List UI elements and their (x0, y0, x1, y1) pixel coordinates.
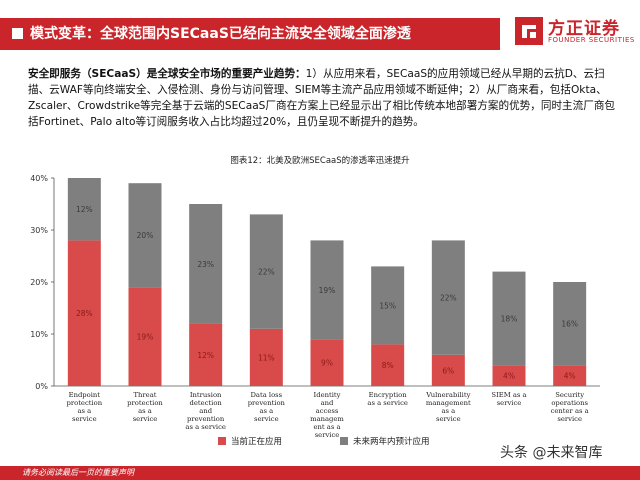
legend-current-swatch (218, 437, 226, 445)
bar-future-segment (249, 214, 283, 329)
x-category-label: Vulnerability management as a service (425, 391, 471, 423)
logo-english-text: FOUNDER SECURITIES (548, 36, 635, 44)
bar-current-label: 28% (76, 309, 93, 318)
bar-future-label: 23% (197, 260, 214, 269)
bar-current-label: 4% (564, 372, 576, 381)
bar-current-segment (189, 323, 223, 386)
bar-future-segment (492, 271, 526, 366)
bar-future-label: 12% (76, 205, 93, 214)
x-category-label: Security operations center as a service (551, 391, 589, 423)
legend-current-label: 当前正在应用 (231, 436, 282, 447)
y-tick-label: 0% (35, 382, 48, 391)
bar-future-segment (431, 240, 465, 355)
bar-current-label: 19% (137, 333, 154, 342)
legend-future-label: 未来两年内预计应用 (353, 436, 430, 447)
bar-current-segment (310, 339, 344, 386)
x-category-label: Threat protection as a service (127, 391, 163, 423)
stacked-bar-chart: 0% 10% 20% 30% 40% 28% 12% Endpoint protection as… (30, 174, 600, 447)
bar-future-label: 18% (501, 314, 518, 323)
bar-future-label: 20% (137, 231, 154, 240)
bar-current-label: 6% (442, 366, 454, 375)
x-category-label: Intrusion detection and prevention as a serv… (185, 391, 226, 431)
bar-future-segment (128, 183, 162, 288)
bar-current-segment (431, 354, 465, 386)
bar-current-segment (492, 365, 526, 386)
bar-future-label: 22% (440, 294, 457, 303)
y-tick-label: 40% (30, 174, 48, 183)
watermark-text: 头条 @未来智库 (500, 442, 603, 462)
title-bar: 模式变革：全球范围内SECaaS已经向主流安全领域全面渗透 (0, 18, 500, 50)
page-header: 模式变革：全球范围内SECaaS已经向主流安全领域全面渗透 方正证券 FOUND… (0, 0, 640, 72)
bar-current-segment (128, 287, 162, 386)
y-tick-label: 20% (30, 278, 48, 287)
bar-future-segment (371, 266, 405, 345)
summary-body: 1）从应用来看，SECaaS的应用领域已经从早期的云抗D、云扫描、云WAF等向终… (28, 68, 616, 128)
bar-future-segment (67, 178, 101, 241)
page-title: 模式变革：全球范围内SECaaS已经向主流安全领域全面渗透 (30, 26, 411, 42)
bar-future-label: 22% (258, 268, 275, 277)
x-category-label: Endpoint protection as a service (67, 391, 103, 423)
logo-chinese-text: 方正证券 (548, 19, 620, 39)
legend-future-swatch (340, 437, 348, 445)
bar-current-segment (249, 328, 283, 386)
x-category-label: Data loss prevention as a service (248, 391, 286, 423)
bar-current-label: 4% (503, 372, 515, 381)
logo-mark-icon (515, 17, 543, 45)
bar-current-segment (553, 365, 587, 386)
summary-paragraph: 安全即服务（SECaaS）是全球安全市场的重要产业趋势：1）从应用来看，SECa… (28, 66, 618, 130)
bar-future-segment (310, 240, 344, 340)
footer-disclaimer: 请务必阅读最后一页的重要声明 (22, 468, 134, 477)
x-category-label: SIEM as a service (491, 391, 526, 407)
chart-title: 图表12：北美及欧洲SECaaS的渗透率迅速提升 (230, 156, 410, 166)
bar-current-label: 12% (197, 351, 214, 360)
bar-future-segment (189, 204, 223, 324)
footer-bar: 请务必阅读最后一页的重要声明 (0, 466, 640, 480)
bar-current-label: 11% (258, 353, 275, 362)
x-category-label: Encryption as a service (367, 391, 408, 407)
title-square-icon (12, 28, 23, 39)
bar-future-label: 16% (561, 320, 578, 329)
bar-current-label: 8% (382, 361, 394, 370)
bar-current-segment (371, 344, 405, 386)
bar-future-label: 19% (319, 286, 336, 295)
y-tick-label: 10% (30, 330, 48, 339)
x-category-label: Identity and access managem ent as a service (310, 391, 344, 439)
summary-lead: 安全即服务（SECaaS）是全球安全市场的重要产业趋势： (28, 68, 306, 80)
bar-current-label: 9% (321, 359, 333, 368)
bar-current-segment (67, 240, 101, 386)
y-tick-label: 30% (30, 226, 48, 235)
founder-logo: 方正证券 FOUNDER SECURITIES (514, 14, 634, 58)
bar-future-segment (553, 282, 587, 366)
bar-future-label: 15% (379, 301, 396, 310)
